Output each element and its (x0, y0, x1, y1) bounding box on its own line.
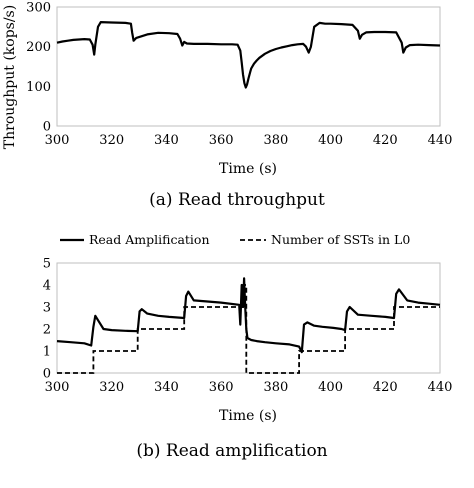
legend-label-sst-count: Number of SSTs in L0 (271, 232, 410, 247)
x-tick-labels: 300 320 340 360 380 400 420 440 (45, 133, 453, 148)
series-line-sst-count (57, 284, 440, 374)
x-tick-label: 300 (45, 133, 70, 148)
chart-read-throughput: 0 100 200 300 300 320 340 360 380 400 420 440 Time… (2, 1, 452, 211)
y-tick-label: 0 (43, 120, 51, 135)
series-line-throughput (56, 21, 441, 89)
plot-frame (56, 6, 441, 127)
x-tick-label: 320 (99, 133, 124, 148)
x-tick-label: 300 (45, 380, 70, 395)
x-tick-label: 380 (263, 133, 288, 148)
legend: Read Amplification Number of SSTs in L0 (60, 232, 410, 247)
x-tick-label: 420 (373, 133, 398, 148)
x-tick-label: 400 (318, 133, 343, 148)
y-tick-label: 200 (26, 40, 51, 55)
y-tick-label: 4 (43, 279, 51, 294)
x-tick-label: 340 (154, 133, 179, 148)
x-tick-label: 320 (99, 380, 124, 395)
y-axis-label: Throughput (kops/s) (2, 5, 18, 149)
y-tick-label: 0 (43, 367, 51, 382)
y-tick-label: 100 (26, 80, 51, 95)
y-tick-labels: 0 100 200 300 (26, 1, 51, 135)
x-tick-label: 420 (373, 380, 398, 395)
x-axis-label: Time (s) (219, 161, 277, 177)
x-tick-label: 440 (428, 133, 453, 148)
x-tick-label: 440 (428, 380, 453, 395)
y-tick-labels: 0 1 2 3 4 5 (43, 257, 51, 382)
x-axis-label: Time (s) (219, 408, 277, 424)
y-tick-label: 5 (43, 257, 51, 272)
caption-b: (b) Read amplification (136, 441, 327, 461)
plot-frame (56, 262, 441, 374)
caption-a: (a) Read throughput (149, 190, 325, 210)
y-tick-label: 300 (26, 1, 51, 16)
legend-label-read-amplification: Read Amplification (89, 232, 210, 247)
x-tick-label: 380 (263, 380, 288, 395)
series-line-read-amplification (56, 277, 441, 354)
x-tick-label: 360 (209, 380, 234, 395)
y-tick-label: 2 (43, 323, 51, 338)
x-tick-labels: 300 320 340 360 380 400 420 440 (45, 380, 453, 395)
y-tick-label: 3 (43, 301, 51, 316)
x-tick-label: 340 (154, 380, 179, 395)
x-tick-label: 360 (209, 133, 234, 148)
y-tick-label: 1 (43, 345, 51, 360)
x-tick-label: 400 (318, 380, 343, 395)
chart-read-amplification: Read Amplification Number of SSTs in L0 … (43, 232, 453, 461)
